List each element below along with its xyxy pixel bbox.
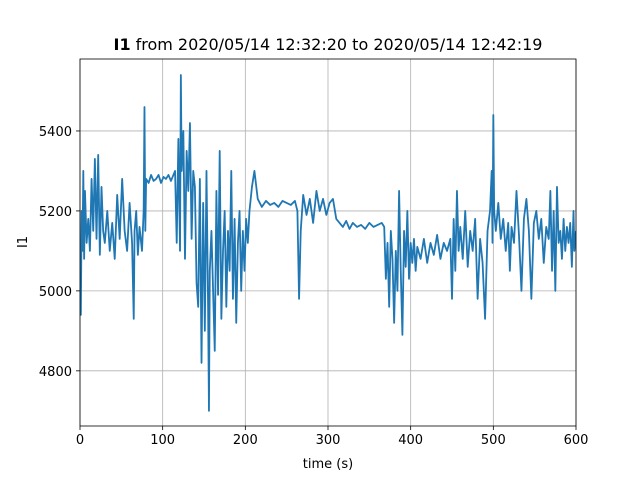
x-tick-label: 0 — [76, 433, 84, 448]
x-tick-label: 300 — [316, 433, 341, 448]
plot-frame — [79, 58, 577, 427]
chart-title: from 2020/05/14 12:32:20 to 2020/05/14 1… — [136, 35, 543, 54]
y-tick-label: 4800 — [39, 365, 72, 380]
x-tick-label: 100 — [150, 433, 175, 448]
x-tick-label: 400 — [398, 433, 423, 448]
y-axis-label: I1 — [16, 236, 31, 248]
x-tick-label: 600 — [564, 433, 589, 448]
x-tick-label: 500 — [481, 433, 506, 448]
y-tick-label: 5400 — [39, 125, 72, 140]
chart-title-bold: I1 — [114, 35, 131, 54]
data-line — [80, 74, 576, 412]
y-tick-label: 5000 — [39, 285, 72, 300]
chart-title-group: I1 from 2020/05/14 12:32:20 to 2020/05/14… — [114, 35, 543, 54]
x-tick-label: 200 — [233, 433, 258, 448]
y-tick-label: 5200 — [39, 205, 72, 220]
x-axis-label: time (s) — [303, 457, 353, 472]
